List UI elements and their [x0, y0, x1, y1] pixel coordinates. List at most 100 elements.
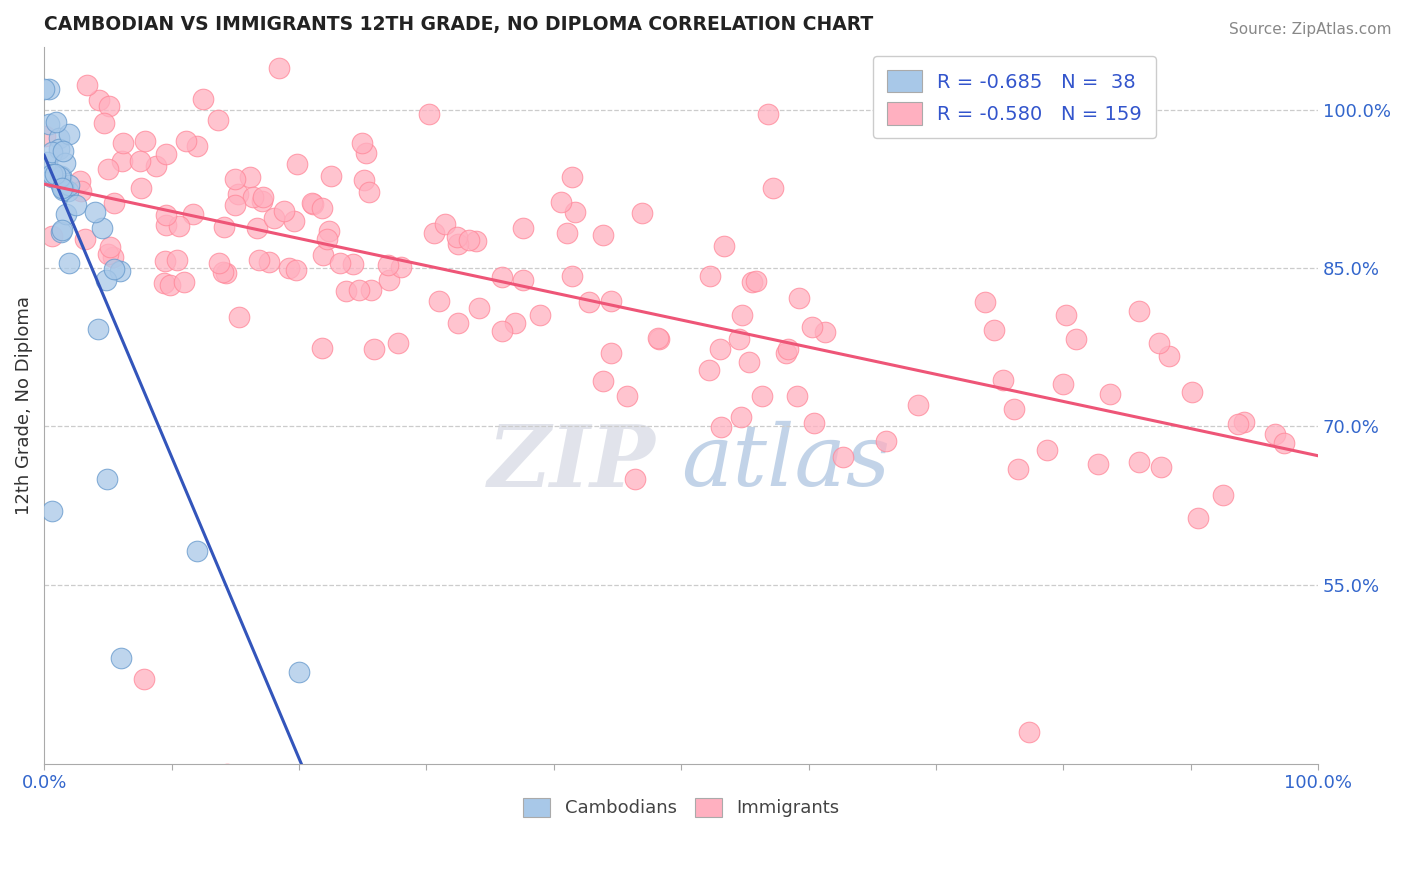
Point	[503, 316, 526, 330]
Point	[512, 273, 534, 287]
Point	[491, 270, 513, 285]
Point	[1212, 488, 1234, 502]
Point	[96, 472, 118, 486]
Point	[242, 190, 264, 204]
Point	[103, 196, 125, 211]
Point	[52, 180, 75, 194]
Point	[252, 190, 274, 204]
Point	[52, 183, 75, 197]
Point	[56, 184, 79, 198]
Point	[155, 208, 177, 222]
Point	[155, 218, 177, 232]
Point	[53, 156, 76, 170]
Point	[775, 346, 797, 360]
Point	[630, 206, 652, 220]
Point	[467, 301, 489, 316]
Point	[250, 194, 273, 209]
Point	[350, 136, 373, 151]
Point	[353, 173, 375, 187]
Point	[787, 291, 810, 305]
Point	[108, 263, 131, 277]
Text: ZIP: ZIP	[488, 421, 655, 504]
Point	[599, 294, 621, 309]
Point	[762, 180, 785, 194]
Point	[648, 332, 671, 346]
Point	[93, 116, 115, 130]
Point	[174, 134, 197, 148]
Point	[555, 227, 578, 241]
Point	[45, 115, 67, 129]
Point	[51, 144, 73, 158]
Point	[41, 167, 63, 181]
Point	[745, 274, 768, 288]
Point	[98, 240, 121, 254]
Point	[907, 398, 929, 412]
Point	[1147, 336, 1170, 351]
Point	[578, 295, 600, 310]
Point	[35, 155, 58, 169]
Point	[710, 420, 733, 434]
Point	[87, 322, 110, 336]
Point	[70, 184, 93, 198]
Point	[512, 220, 534, 235]
Point	[48, 130, 70, 145]
Point	[41, 228, 63, 243]
Point	[111, 154, 134, 169]
Point	[75, 232, 97, 246]
Point	[285, 157, 308, 171]
Point	[697, 363, 720, 377]
Point	[1128, 455, 1150, 469]
Point	[1128, 303, 1150, 318]
Point	[97, 162, 120, 177]
Point	[561, 268, 583, 283]
Point	[103, 250, 125, 264]
Point	[814, 326, 837, 340]
Text: Source: ZipAtlas.com: Source: ZipAtlas.com	[1229, 22, 1392, 37]
Point	[529, 308, 551, 322]
Text: CAMBODIAN VS IMMIGRANTS 12TH GRADE, NO DIPLOMA CORRELATION CHART: CAMBODIAN VS IMMIGRANTS 12TH GRADE, NO D…	[44, 15, 873, 34]
Point	[709, 342, 731, 356]
Point	[730, 410, 752, 425]
Point	[801, 320, 824, 334]
Point	[592, 374, 614, 388]
Point	[186, 138, 208, 153]
Point	[155, 254, 177, 268]
Point	[429, 294, 451, 309]
Point	[389, 260, 412, 275]
Point	[1264, 427, 1286, 442]
Point	[803, 416, 825, 430]
Point	[599, 345, 621, 359]
Point	[132, 673, 155, 687]
Point	[247, 253, 270, 268]
Point	[357, 185, 380, 199]
Point	[208, 256, 231, 270]
Point	[778, 342, 800, 356]
Point	[173, 275, 195, 289]
Point	[363, 342, 385, 356]
Point	[38, 117, 60, 131]
Point	[215, 266, 238, 280]
Point	[832, 450, 855, 464]
Point	[90, 221, 112, 235]
Point	[1052, 376, 1074, 391]
Legend: Cambodians, Immigrants: Cambodians, Immigrants	[515, 789, 848, 827]
Point	[647, 331, 669, 345]
Point	[387, 336, 409, 351]
Point	[335, 284, 357, 298]
Text: atlas: atlas	[681, 421, 890, 504]
Point	[186, 544, 208, 558]
Point	[284, 263, 307, 277]
Point	[974, 295, 997, 310]
Point	[41, 504, 63, 518]
Point	[94, 273, 117, 287]
Point	[49, 169, 72, 184]
Point	[191, 92, 214, 106]
Point	[224, 198, 246, 212]
Point	[446, 230, 468, 244]
Point	[134, 134, 156, 148]
Point	[41, 145, 63, 159]
Point	[97, 99, 120, 113]
Point	[159, 278, 181, 293]
Point	[55, 206, 77, 220]
Point	[239, 169, 262, 184]
